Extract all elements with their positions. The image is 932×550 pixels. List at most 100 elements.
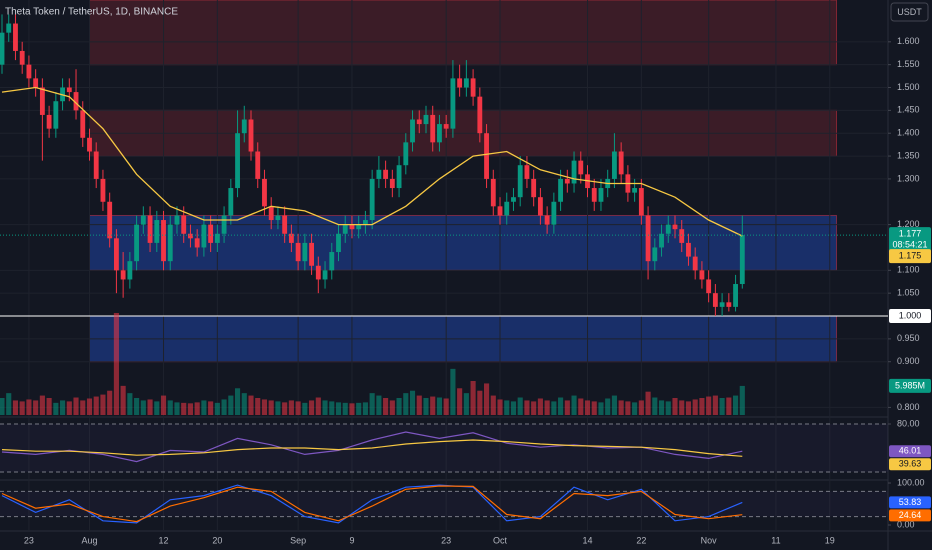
volume-bar [107,390,113,415]
candle-body [477,96,483,134]
candle-body [571,160,577,184]
candle-body [591,188,597,202]
candle-body [336,233,341,253]
candle-body [537,197,543,216]
x-tick-label: 23 [24,535,34,545]
volume-bar [0,398,5,415]
candle-body [470,78,476,97]
volume-bar [53,402,59,415]
volume-bar [551,401,557,415]
candle-body [638,188,644,216]
volume-bar [517,397,523,415]
candle-body [612,151,617,179]
volume-bar [261,399,268,415]
candle-body [235,133,240,189]
volume-bar [93,396,99,415]
volume-bar [181,402,187,415]
volume-bar [349,403,355,415]
x-tick-label: Sep [290,535,306,545]
candle-body [733,284,738,307]
volume-bar [578,398,584,415]
chart-title: Theta Token / TetherUS, 1D, BINANCE [5,7,178,18]
volume-bar [423,398,429,415]
indicator-value-label: 46.01 [899,446,922,456]
horizontal-line-label: 1.000 [899,310,922,320]
volume-bar [201,400,207,415]
candle-body [93,151,99,179]
quote-currency[interactable]: USDT [897,7,922,17]
candle-body [120,270,126,280]
volume-bar [719,398,725,415]
candle-body [174,215,180,225]
volume-bar [268,400,274,415]
candle-body [726,302,732,307]
volume-bar [416,395,422,415]
indicator-value-label-box [889,509,931,522]
candle-body [167,224,173,262]
candle-body [140,215,146,225]
volume-bar [315,397,321,415]
volume-bar [33,400,39,415]
candle-body [544,215,550,225]
volume-bar [483,383,490,415]
candle-body [463,78,469,88]
candle-body [188,233,193,239]
candle-body [322,270,328,280]
candle-body [6,23,12,33]
volume-bar [645,391,651,415]
volume-bar [531,401,537,415]
volume-bar [208,401,214,415]
volume-bar [160,395,167,415]
candle-body [87,137,92,152]
indicator-line [1,485,743,523]
candle-body [699,270,705,280]
volume-bar [605,398,611,415]
candle-body [423,114,429,125]
volume-bar [672,398,678,415]
candle-body [46,114,52,129]
candle-body [618,151,624,175]
volume-bar [598,402,604,415]
y-tick-label: 1.100 [897,265,920,275]
volume-bar [436,397,443,415]
x-tick-label: 11 [771,535,780,545]
candle-body [134,224,140,262]
currency-box[interactable] [890,2,929,22]
volume-bar [618,400,624,415]
candle-body [181,215,187,234]
moving-average-label-box [889,249,931,264]
y-tick-label: 80.00 [897,418,920,428]
candle-body [194,238,200,248]
indicator-value-label-box [889,496,931,509]
candle-body [248,119,254,152]
volume-bar [591,401,597,415]
candle-body [221,215,227,234]
candle-body [645,215,651,262]
candle-body [127,261,133,280]
candle-body [66,87,72,93]
candle-body [100,178,106,202]
x-tick-label: 19 [825,535,835,545]
candle-body [13,23,18,51]
candle-body [403,142,409,166]
volume-bar [120,385,126,415]
volume-bar [275,401,281,415]
volume-bar [712,395,718,415]
volume-bar [46,398,52,415]
candle-body [19,50,25,65]
x-tick-label: 9 [349,535,354,545]
zone [88,0,838,66]
x-tick-label: 22 [636,535,646,545]
candle-body [450,78,456,129]
volume-bar [362,402,368,415]
volume-bar [329,401,335,415]
volume-bar [6,393,12,415]
volume-bar [733,395,739,415]
volume-bar [113,313,119,415]
volume-bar [228,395,234,415]
candle-body [39,87,45,115]
candle-body [598,188,604,202]
volume-bar [699,398,705,415]
volume-bar [443,398,449,415]
volume-bar [140,400,146,415]
